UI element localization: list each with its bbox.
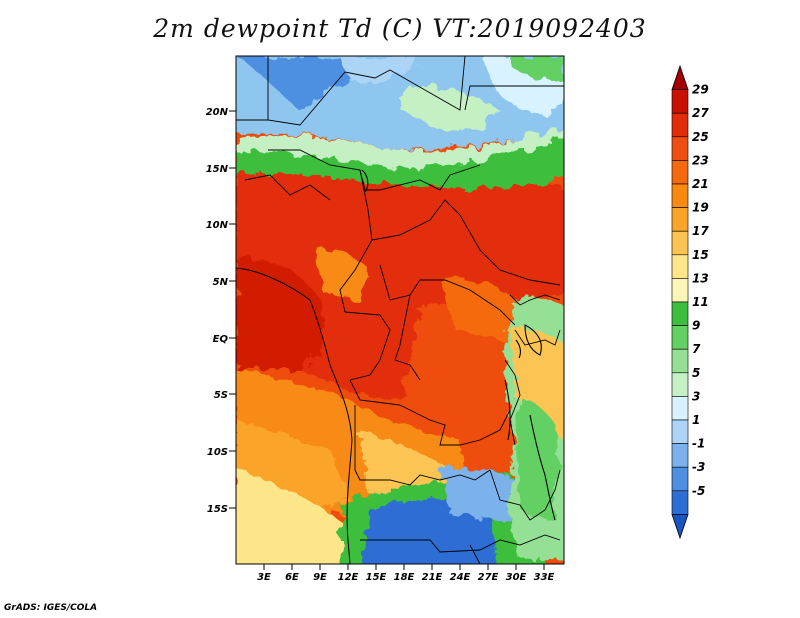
- lon-label: 18E: [394, 572, 415, 583]
- lat-axis: [229, 110, 236, 509]
- colorbar-segment: [671, 136, 689, 161]
- lakes: [361, 169, 556, 521]
- lat-label: 5S: [214, 390, 228, 401]
- colorbar-label: 11: [692, 295, 709, 309]
- lon-label: 33E: [534, 572, 555, 583]
- colorbar-label: 3: [692, 389, 700, 403]
- lat-label: 10S: [207, 447, 228, 458]
- colorbar-label: -1: [692, 437, 705, 451]
- colorbar-label: 15: [692, 248, 709, 262]
- lon-label: 3E: [257, 572, 271, 583]
- lon-label: 21E: [422, 572, 443, 583]
- lat-label: 5N: [213, 277, 229, 288]
- colorbar-label: 19: [692, 201, 709, 215]
- country-borders: [236, 56, 564, 564]
- colorbar-segment: [671, 278, 689, 303]
- map-title: 2m dewpoint Td (C) VT:2019092403: [153, 14, 647, 43]
- colorbar-label: 9: [692, 319, 700, 333]
- colorbar-label: 27: [692, 106, 709, 120]
- lon-label: 30E: [506, 572, 527, 583]
- colorbar-segment: [671, 372, 689, 397]
- colorbar-label: 1: [692, 413, 700, 427]
- colorbar-segment: [671, 160, 689, 185]
- dewpoint-field: [236, 56, 564, 564]
- colorbar: [671, 64, 689, 540]
- colorbar-label: 13: [692, 271, 709, 285]
- lon-label: 9E: [313, 572, 327, 583]
- colorbar-label: 21: [692, 177, 709, 191]
- colorbar-label: -3: [692, 460, 705, 474]
- colorbar-label: 17: [692, 224, 709, 238]
- lon-label: 24E: [450, 572, 471, 583]
- credit-text: GrADS: IGES/COLA: [4, 603, 98, 613]
- colorbar-label: 7: [692, 342, 701, 356]
- colorbar-segment: [671, 396, 689, 421]
- lon-axis: [263, 564, 545, 570]
- colorbar-bottom-arrow: [671, 514, 689, 540]
- colorbar-segment: [671, 183, 689, 208]
- lon-label: 12E: [338, 572, 359, 583]
- lat-label: 15N: [206, 164, 229, 175]
- lat-label: 10N: [206, 220, 229, 231]
- lat-label: EQ: [213, 334, 229, 345]
- colorbar-segment: [671, 490, 689, 515]
- colorbar-label: 29: [692, 83, 709, 97]
- colorbar-segment: [671, 443, 689, 468]
- colorbar-segment: [671, 325, 689, 350]
- colorbar-top-arrow: [671, 64, 689, 90]
- colorbar-segment: [671, 254, 689, 279]
- colorbar-labels: 29 27 25 23 21 19 17 15 13 11 9 7 5 3 1 …: [692, 83, 709, 498]
- colorbar-segment: [671, 112, 689, 138]
- lon-label: 15E: [366, 572, 387, 583]
- colorbar-label: 25: [692, 130, 709, 144]
- colorbar-segment: [671, 419, 689, 444]
- lon-label: 6E: [285, 572, 299, 583]
- colorbar-label: -5: [692, 484, 705, 498]
- colorbar-label: 23: [692, 153, 709, 167]
- lat-label: 20N: [206, 107, 229, 118]
- lon-label: 27E: [478, 572, 499, 583]
- colorbar-label: 5: [692, 366, 700, 380]
- colorbar-segment: [671, 466, 689, 492]
- colorbar-segment: [671, 348, 689, 374]
- colorbar-segment: [671, 89, 689, 114]
- colorbar-segment: [671, 230, 689, 256]
- map-frame: [235, 55, 565, 565]
- lat-label: 15S: [207, 504, 228, 515]
- colorbar-segment: [671, 207, 689, 232]
- colorbar-segment: [671, 301, 689, 326]
